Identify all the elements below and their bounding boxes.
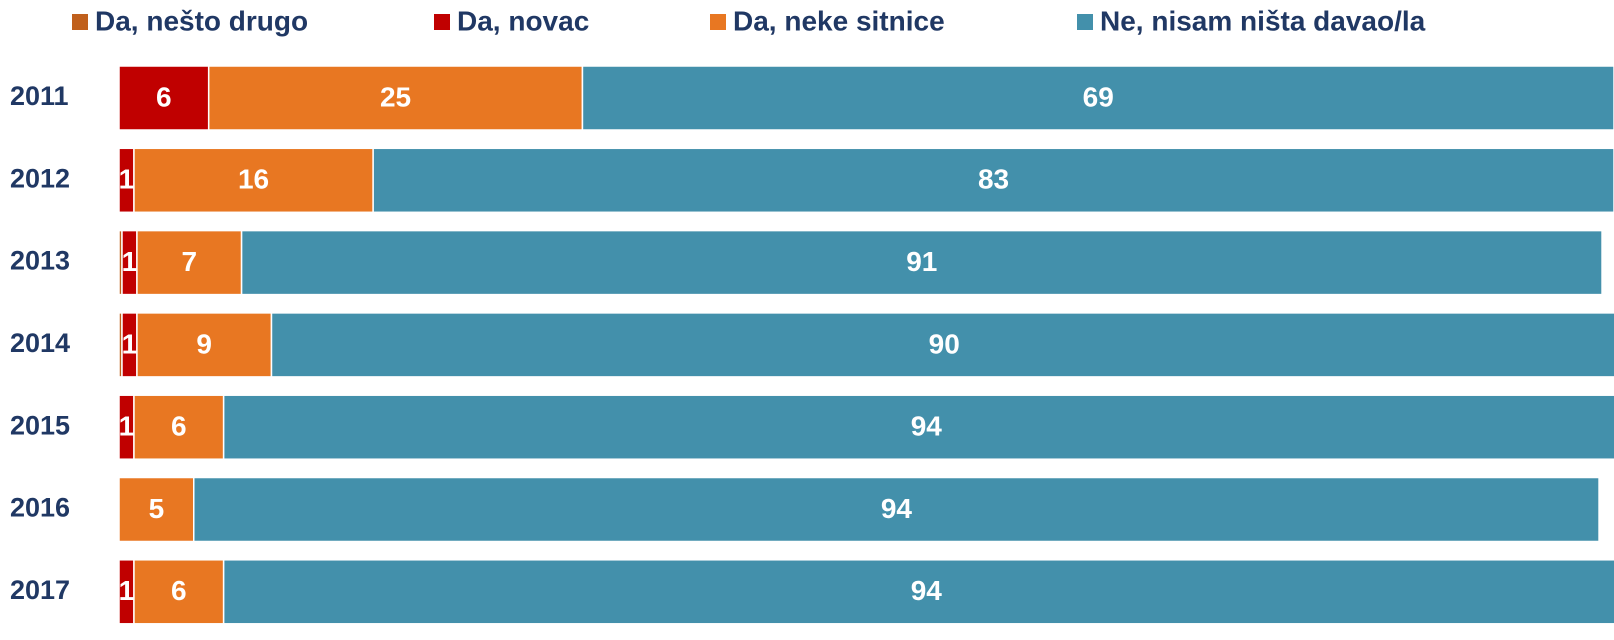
legend-label: Da, neke sitnice: [733, 5, 945, 36]
data-label: 1: [122, 328, 138, 359]
y-tick-label: 2017: [10, 575, 70, 605]
y-tick-label: 2014: [10, 328, 70, 358]
data-label: 7: [181, 246, 197, 277]
legend-label: Da, nešto drugo: [95, 5, 308, 36]
bar-segment: [240, 229, 1603, 296]
bar-segment: [118, 476, 195, 543]
bar-segment: [222, 559, 1614, 625]
data-label: 1: [119, 411, 135, 442]
data-label: 25: [380, 81, 411, 112]
bar-segment: [133, 559, 225, 625]
bar-segment: [207, 65, 584, 131]
bar-segment: [222, 394, 1614, 460]
y-tick-label: 2016: [10, 493, 70, 523]
legend-label: Ne, nisam ništa davao/la: [1100, 5, 1426, 36]
data-label: 6: [171, 575, 187, 606]
data-label: 16: [238, 164, 269, 195]
legend-swatch: [1077, 14, 1093, 30]
y-tick-label: 2011: [10, 81, 69, 111]
data-label: 94: [911, 575, 943, 606]
data-label: 94: [911, 411, 943, 442]
data-label: 1: [119, 575, 135, 606]
data-label: 1: [122, 246, 138, 277]
bar-segment: [581, 65, 1614, 131]
bar-segment: [193, 476, 1600, 543]
data-label: 94: [881, 493, 913, 524]
legend-label: Da, novac: [457, 5, 589, 36]
data-label: 6: [171, 411, 187, 442]
y-tick-label: 2012: [10, 163, 70, 193]
data-label: 6: [156, 81, 172, 112]
y-tick-label: 2015: [10, 410, 70, 440]
bar-segment: [133, 394, 225, 460]
bar-segment: [270, 312, 1614, 378]
data-label: 9: [196, 328, 212, 359]
bar-segment: [133, 147, 374, 214]
bar-segment: [118, 65, 210, 131]
bar-segment: [372, 147, 1614, 214]
data-label: 83: [978, 164, 1009, 195]
data-label: 90: [929, 328, 960, 359]
data-label: 91: [906, 246, 937, 277]
legend-swatch: [72, 14, 88, 30]
data-label: 69: [1083, 81, 1114, 112]
data-label: 5: [149, 493, 165, 524]
legend-swatch: [434, 14, 450, 30]
y-tick-label: 2013: [10, 246, 70, 276]
legend-swatch: [710, 14, 726, 30]
data-label: 1: [119, 164, 135, 195]
